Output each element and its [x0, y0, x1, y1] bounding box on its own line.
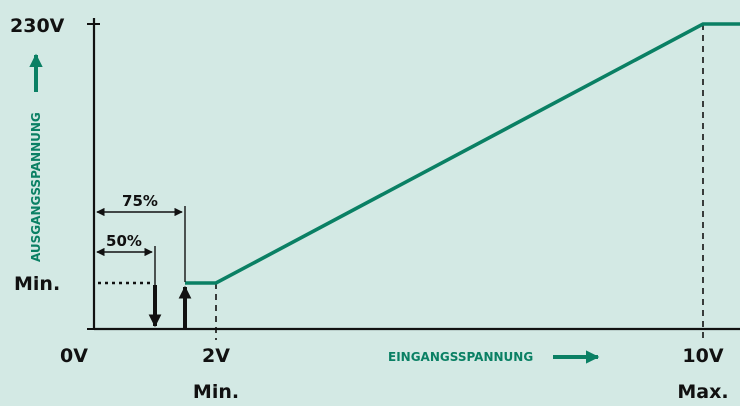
y-axis-title: AUSGANGSSPANNUNG: [29, 112, 43, 262]
x-tick-label-2v: 2V: [202, 345, 230, 367]
x-tick-labels: 0V 2V Min. 10V Max.: [60, 345, 729, 403]
output-voltage-line: [185, 22, 740, 285]
threshold-annotations: 75% 50%: [96, 192, 192, 330]
annotation-75-label: 75%: [122, 192, 158, 210]
annotation-50-label: 50%: [106, 232, 142, 250]
x-axis-title: EINGANGSSPANNUNG: [388, 350, 533, 364]
guides: [98, 24, 704, 340]
y-tick-labels: 230V Min.: [10, 15, 65, 295]
x-axis-title-group: EINGANGSSPANNUNG: [388, 350, 600, 364]
x-tick-label-10v: 10V: [682, 345, 723, 367]
y-tick-label-230v: 230V: [10, 15, 65, 37]
x-tick-sublabel-min: Min.: [193, 381, 239, 403]
x-tick-label-0v: 0V: [60, 345, 88, 367]
x-tick-sublabel-max: Max.: [677, 381, 728, 403]
axes: [87, 18, 740, 331]
y-axis-title-group: AUSGANGSSPANNUNG: [29, 53, 43, 262]
y-tick-label-min: Min.: [14, 273, 60, 295]
